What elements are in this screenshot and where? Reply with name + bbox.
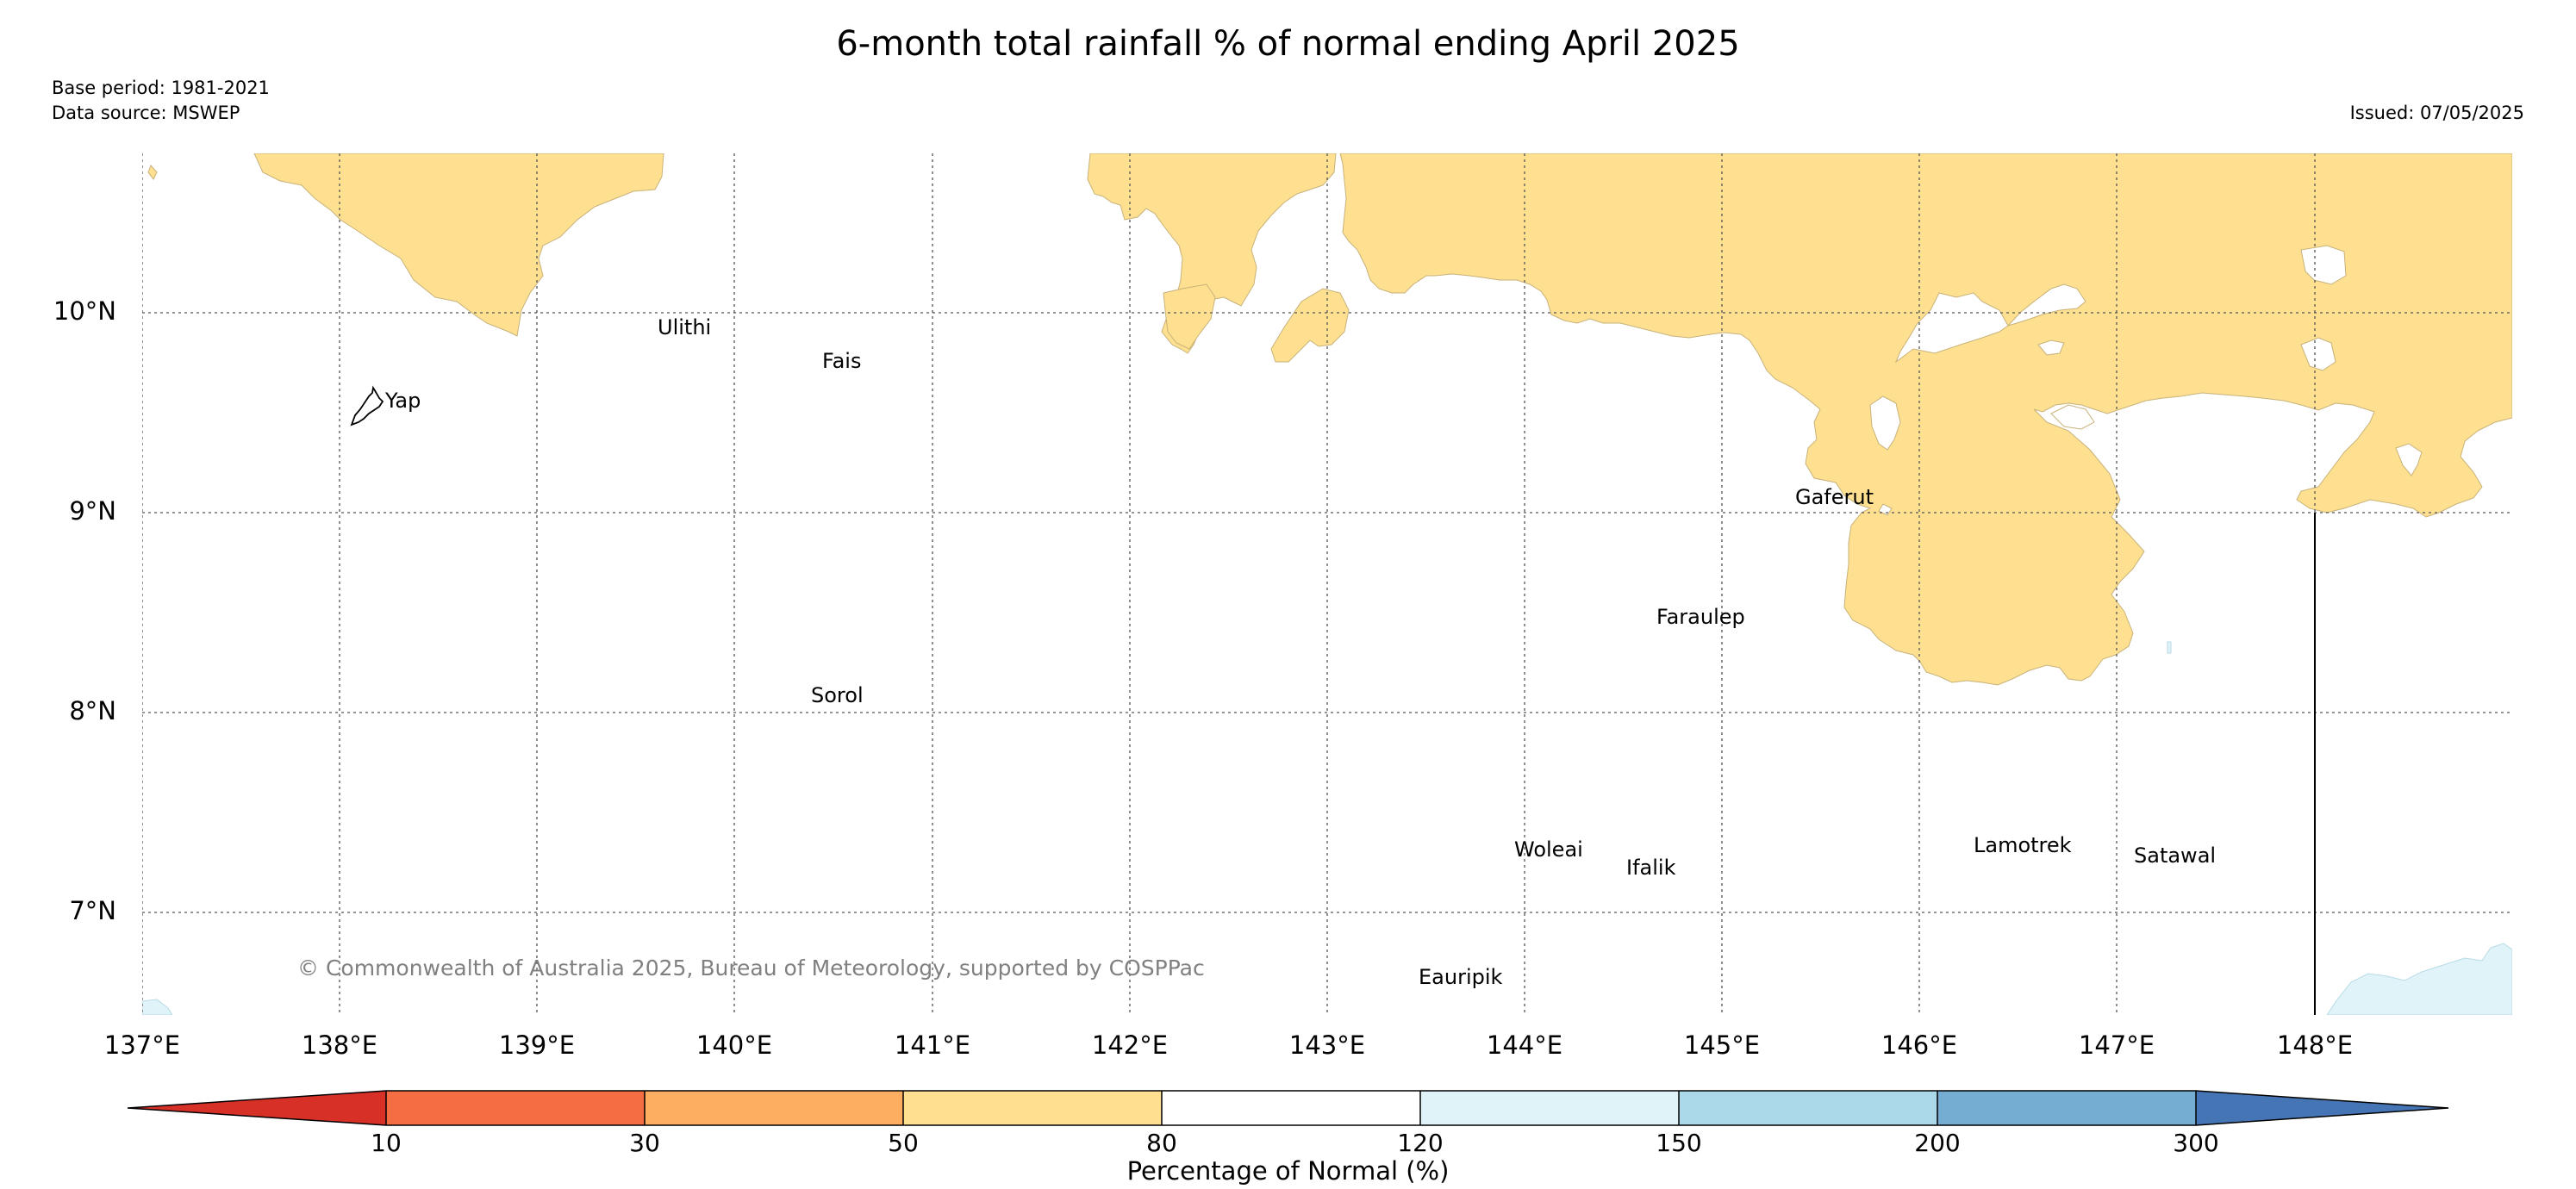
colorbar-30-50 [645,1091,903,1125]
lon-label-140e: 140°E [695,1030,773,1060]
place-label-eauripik: Eauripik [1419,965,1503,989]
place-label-fais: Fais [822,349,862,373]
colorbar-tick-50: 50 [888,1129,919,1157]
colorbar-50-80 [903,1091,1162,1125]
lon-label-145e: 145°E [1683,1030,1761,1060]
lon-label-141e: 141°E [894,1030,971,1060]
colorbar-tick-300: 300 [2173,1129,2219,1157]
place-label-ulithi: Ulithi [658,315,712,339]
colorbar-120-150 [1420,1091,1679,1125]
colorbar-10-30 [386,1091,645,1125]
colorbar-tick-30: 30 [629,1129,660,1157]
issued-date: Issued: 07/05/2025 [2349,103,2524,123]
rainfall-120-150-region-sw [142,999,173,1015]
lon-label-142e: 142°E [1091,1030,1169,1060]
colorbar-tick-150: 150 [1656,1129,1702,1157]
place-label-woleai: Woleai [1514,837,1583,862]
lon-label-147e: 147°E [2078,1030,2155,1060]
colorbar-above-300 [2196,1091,2448,1125]
lon-label-144e: 144°E [1486,1030,1563,1060]
place-label-lamotrek: Lamotrek [1974,833,2072,857]
rainfall-50-80-region-speck [147,165,158,180]
colorbar-150-200 [1679,1091,1937,1125]
rainfall-50-80-region-east [1339,153,2512,686]
place-label-faraulep: Faraulep [1656,605,1745,629]
colorbar-tick-10: 10 [371,1129,402,1157]
colorbar-below-10 [128,1091,386,1125]
map-frame [142,153,2512,1015]
lon-label-143e: 143°E [1288,1030,1366,1060]
rainfall-50-80-region-islet-a [1270,288,1350,363]
place-label-yap: Yap [385,389,421,413]
place-label-gaferut: Gaferut [1795,485,1874,509]
lat-label-7n: 7°N [69,896,116,925]
lat-label-10n: 10°N [53,296,116,326]
place-label-ifalik: Ifalik [1626,856,1676,880]
lon-label-138e: 138°E [301,1030,378,1060]
colorbar-80-120 [1162,1091,1420,1125]
lat-label-9n: 9°N [69,496,116,526]
lon-label-137e: 137°E [103,1030,181,1060]
rainfall-50-80-region-islet-b [1163,283,1216,350]
yap-island-outline [350,385,384,426]
colorbar-title: Percentage of Normal (%) [1126,1156,1450,1186]
colorbar-200-300 [1937,1091,2196,1125]
place-label-sorol: Sorol [811,683,864,707]
lat-label-8n: 8°N [69,696,116,725]
lon-label-148e: 148°E [2276,1030,2354,1060]
colorbar-tick-80: 80 [1146,1129,1177,1157]
colorbar [127,1090,2449,1126]
rainfall-120-150-region-se [2326,943,2512,1015]
base-period-note: Base period: 1981-2021 [52,78,270,98]
rainfall-50-80-region-west [253,153,664,337]
page-title: 6-month total rainfall % of normal endin… [836,24,1740,64]
colorbar-tick-200: 200 [1914,1129,1961,1157]
place-label-satawal: Satawal [2134,844,2217,868]
colorbar-tick-120: 120 [1397,1129,1444,1157]
data-source-note: Data source: MSWEP [52,103,240,123]
copyright-notice: © Commonwealth of Australia 2025, Bureau… [297,956,1205,980]
lon-label-146e: 146°E [1881,1030,1958,1060]
lon-label-139e: 139°E [498,1030,576,1060]
rainfall-50-80-region-central [1087,153,1337,354]
